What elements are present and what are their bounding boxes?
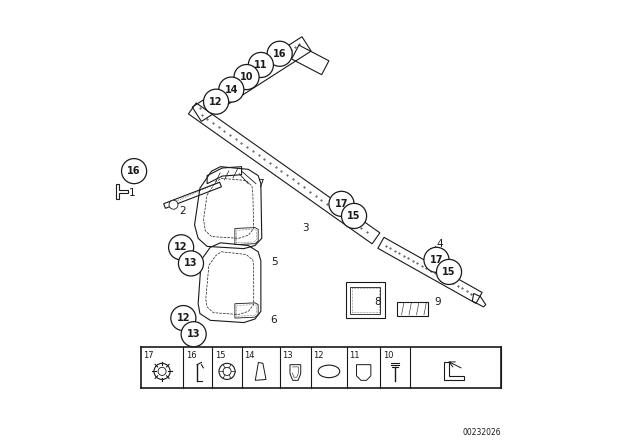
- Text: 12: 12: [177, 313, 190, 323]
- Text: 15: 15: [442, 267, 456, 277]
- Circle shape: [219, 77, 244, 102]
- Circle shape: [234, 65, 259, 90]
- Circle shape: [181, 322, 206, 347]
- Circle shape: [168, 235, 194, 260]
- Circle shape: [171, 306, 196, 331]
- Text: 00232026: 00232026: [463, 428, 502, 437]
- Circle shape: [204, 89, 228, 114]
- Text: 16: 16: [273, 49, 287, 59]
- Text: 14: 14: [225, 85, 238, 95]
- Text: 3: 3: [302, 224, 308, 233]
- Text: 15: 15: [348, 211, 361, 221]
- Text: 16: 16: [186, 351, 196, 360]
- Text: 17: 17: [429, 255, 444, 265]
- Text: 17: 17: [143, 351, 154, 360]
- Circle shape: [248, 52, 273, 78]
- Text: 7: 7: [257, 179, 264, 189]
- Circle shape: [436, 259, 461, 284]
- Text: 9: 9: [435, 297, 441, 307]
- Text: 17: 17: [335, 199, 348, 209]
- Text: 5: 5: [271, 257, 277, 267]
- Text: 16: 16: [127, 166, 141, 176]
- Circle shape: [169, 200, 178, 209]
- Circle shape: [179, 251, 204, 276]
- Text: 13: 13: [184, 258, 198, 268]
- Text: 10: 10: [383, 351, 393, 360]
- Text: 11: 11: [349, 351, 360, 360]
- Text: 12: 12: [174, 242, 188, 252]
- Text: 13: 13: [187, 329, 200, 339]
- Text: 15: 15: [214, 351, 225, 360]
- Circle shape: [267, 41, 292, 66]
- Text: 12: 12: [314, 351, 324, 360]
- Text: 12: 12: [209, 97, 223, 107]
- Text: 8: 8: [374, 297, 380, 307]
- Text: 10: 10: [240, 72, 253, 82]
- Text: 11: 11: [254, 60, 268, 70]
- Text: 2: 2: [179, 206, 186, 215]
- Text: 1: 1: [129, 188, 135, 198]
- Circle shape: [329, 191, 354, 216]
- Circle shape: [122, 159, 147, 184]
- Text: 14: 14: [244, 351, 254, 360]
- Circle shape: [342, 203, 367, 228]
- Text: 6: 6: [271, 315, 277, 325]
- Text: 13: 13: [282, 351, 292, 360]
- Text: 4: 4: [436, 239, 443, 249]
- Circle shape: [424, 247, 449, 272]
